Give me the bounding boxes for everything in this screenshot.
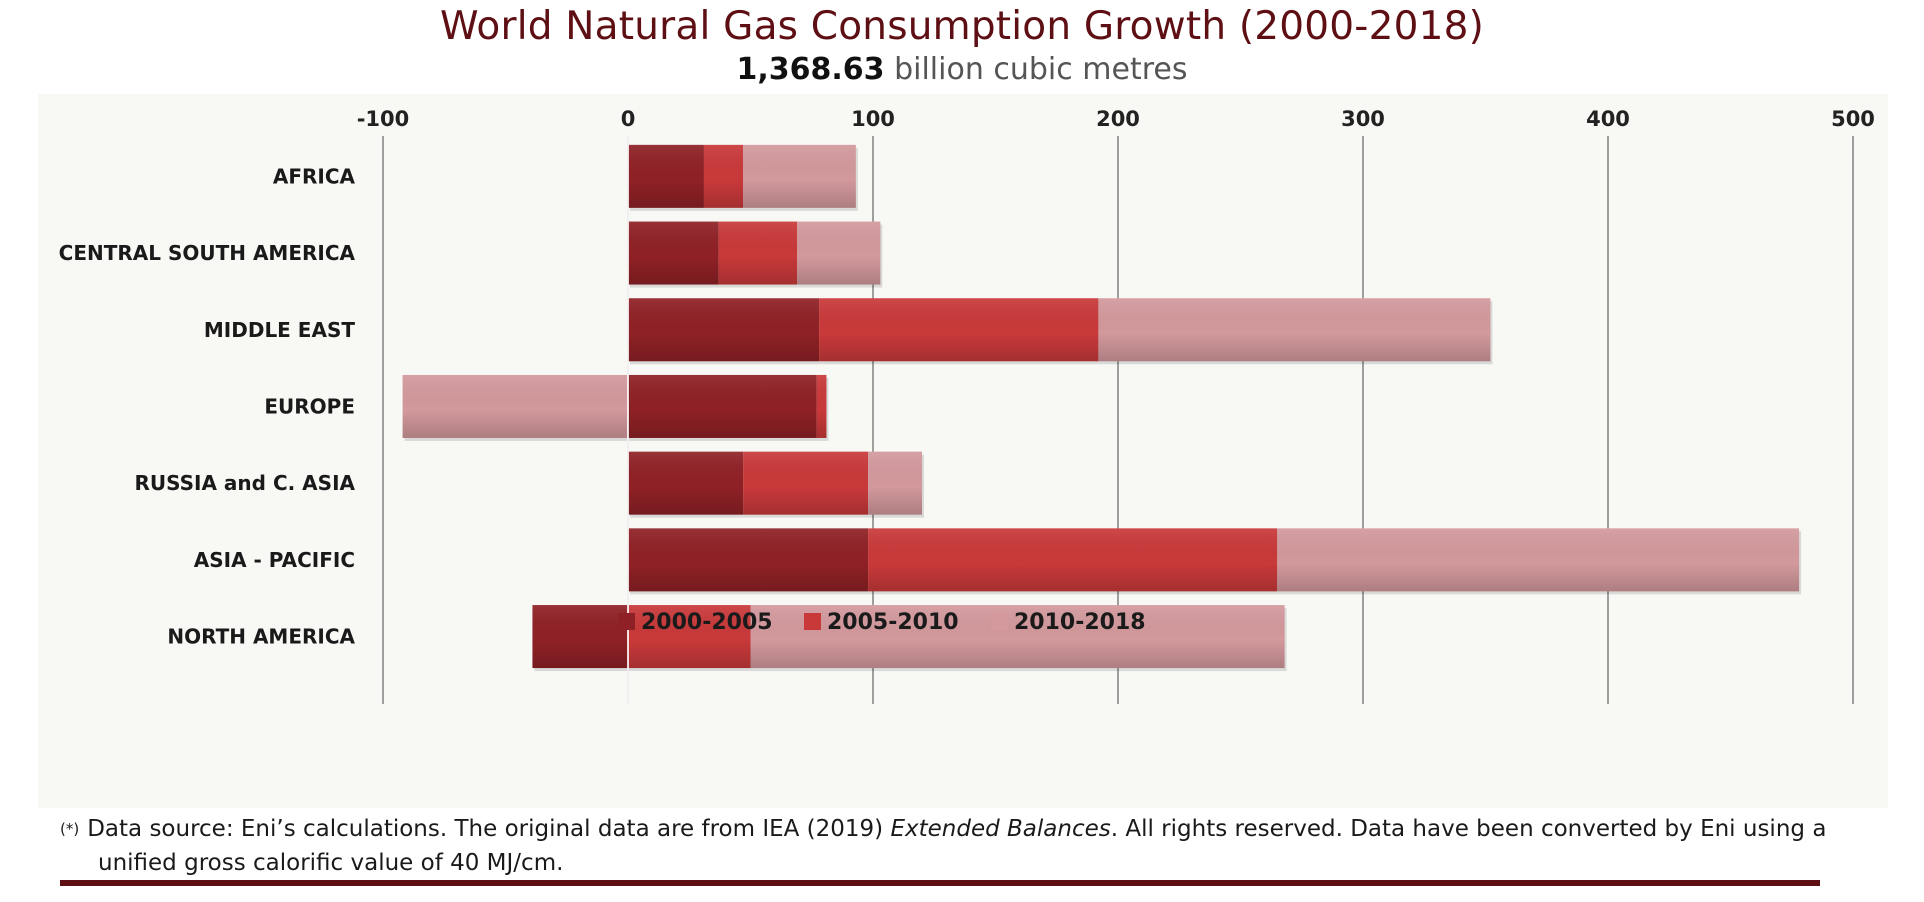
footnote-text-start: Data source: Eni’s calculations. The ori…	[87, 816, 891, 842]
bar-chart: -100 0 100 200 300 400 500 AFRICA CENTRAL SOUTH…	[59, 107, 1875, 704]
bar-asia-pacific-2010-2018-shade	[1277, 528, 1800, 592]
bar-middle-east-2000-2005-shade	[628, 298, 820, 362]
bar-central-south-america-2010-2018-shade	[797, 221, 881, 285]
bar-central-south-america-2000-2005-shade	[628, 221, 719, 285]
bar-russia-and-c-asia-2000-2005-shade	[628, 451, 744, 515]
chart-subtitle: 1,368.63 billion cubic metres	[0, 52, 1924, 87]
category-label-north-america: NORTH AMERICA	[167, 625, 355, 649]
footnote-marker: (*)	[60, 820, 80, 838]
legend-label-2005-2010: 2005-2010	[827, 610, 959, 635]
bar-north-america-2000-2005-shade	[532, 605, 628, 669]
bar-europe-2010-2018-shade	[402, 374, 628, 438]
x-tick-label: 0	[621, 107, 636, 131]
x-axis-ticks: -100 0 100 200 300 400 500	[357, 107, 1875, 131]
category-label-africa: AFRICA	[273, 164, 356, 188]
bar-africa-2005-2010-shade	[703, 144, 744, 208]
bar-russia-and-c-asia-2010-2018-shade	[868, 451, 922, 515]
bar-europe-2005-2010-shade	[816, 374, 827, 438]
chart-title: World Natural Gas Consumption Growth (20…	[439, 4, 1485, 49]
bar-north-america-2005-2010-shade	[628, 605, 751, 669]
bar-middle-east-2010-2018-shade	[1098, 298, 1491, 362]
bar-africa-2000-2005-shade	[628, 144, 704, 208]
footnote-text-end: . All rights reserved. Data have been co…	[1110, 816, 1827, 842]
category-label-russia-and-c-asia: RUSSIA and C. ASIA	[135, 471, 356, 495]
total-consumption-value: 1,368.63	[736, 52, 885, 87]
legend: 2000-2005 2005-2010 2010-2018	[618, 610, 1146, 635]
x-tick-label: -100	[357, 107, 410, 131]
category-label-asia-pacific: ASIA - PACIFIC	[194, 548, 355, 572]
bar-africa-2010-2018-shade	[743, 144, 856, 208]
footnote-line-2: unified gross calorific value of 40 MJ/c…	[98, 850, 564, 876]
bar-russia-and-c-asia-2005-2010-shade	[743, 451, 869, 515]
footnote-source-title: Extended Balances	[890, 816, 1111, 842]
bar-europe-2000-2005-shade	[628, 374, 817, 438]
category-label-central-south-america: CENTRAL SOUTH AMERICA	[59, 241, 356, 265]
x-tick-label: 500	[1831, 107, 1875, 131]
bar-middle-east-2005-2010-shade	[819, 298, 1099, 362]
x-tick-label: 100	[851, 107, 895, 131]
legend-label-2000-2005: 2000-2005	[641, 610, 773, 635]
bar-asia-pacific-2000-2005-shade	[628, 528, 869, 592]
legend-swatch-2000-2005	[618, 613, 635, 630]
unit-label: billion cubic metres	[894, 52, 1188, 87]
category-label-europe: EUROPE	[264, 394, 355, 418]
plot-area: -100 0 100 200 300 400 500 AFRICA CENTRAL SOUTH…	[38, 94, 1888, 808]
footer-divider	[60, 880, 1820, 886]
legend-swatch-2010-2018	[991, 613, 1008, 630]
bar-asia-pacific-2005-2010-shade	[868, 528, 1278, 592]
x-tick-label: 400	[1586, 107, 1630, 131]
category-labels: AFRICA CENTRAL SOUTH AMERICA MIDDLE EAST EU…	[59, 164, 356, 648]
x-tick-label: 300	[1341, 107, 1385, 131]
category-label-middle-east: MIDDLE EAST	[204, 318, 355, 342]
legend-swatch-2005-2010	[804, 613, 821, 630]
bars	[402, 136, 1802, 704]
x-tick-label: 200	[1096, 107, 1140, 131]
bar-north-america-2010-2018-shade	[750, 605, 1285, 669]
legend-label-2010-2018: 2010-2018	[1014, 610, 1146, 635]
footnote: (*) Data source: Eni’s calculations. The …	[60, 812, 1880, 880]
bar-central-south-america-2005-2010-shade	[718, 221, 798, 285]
